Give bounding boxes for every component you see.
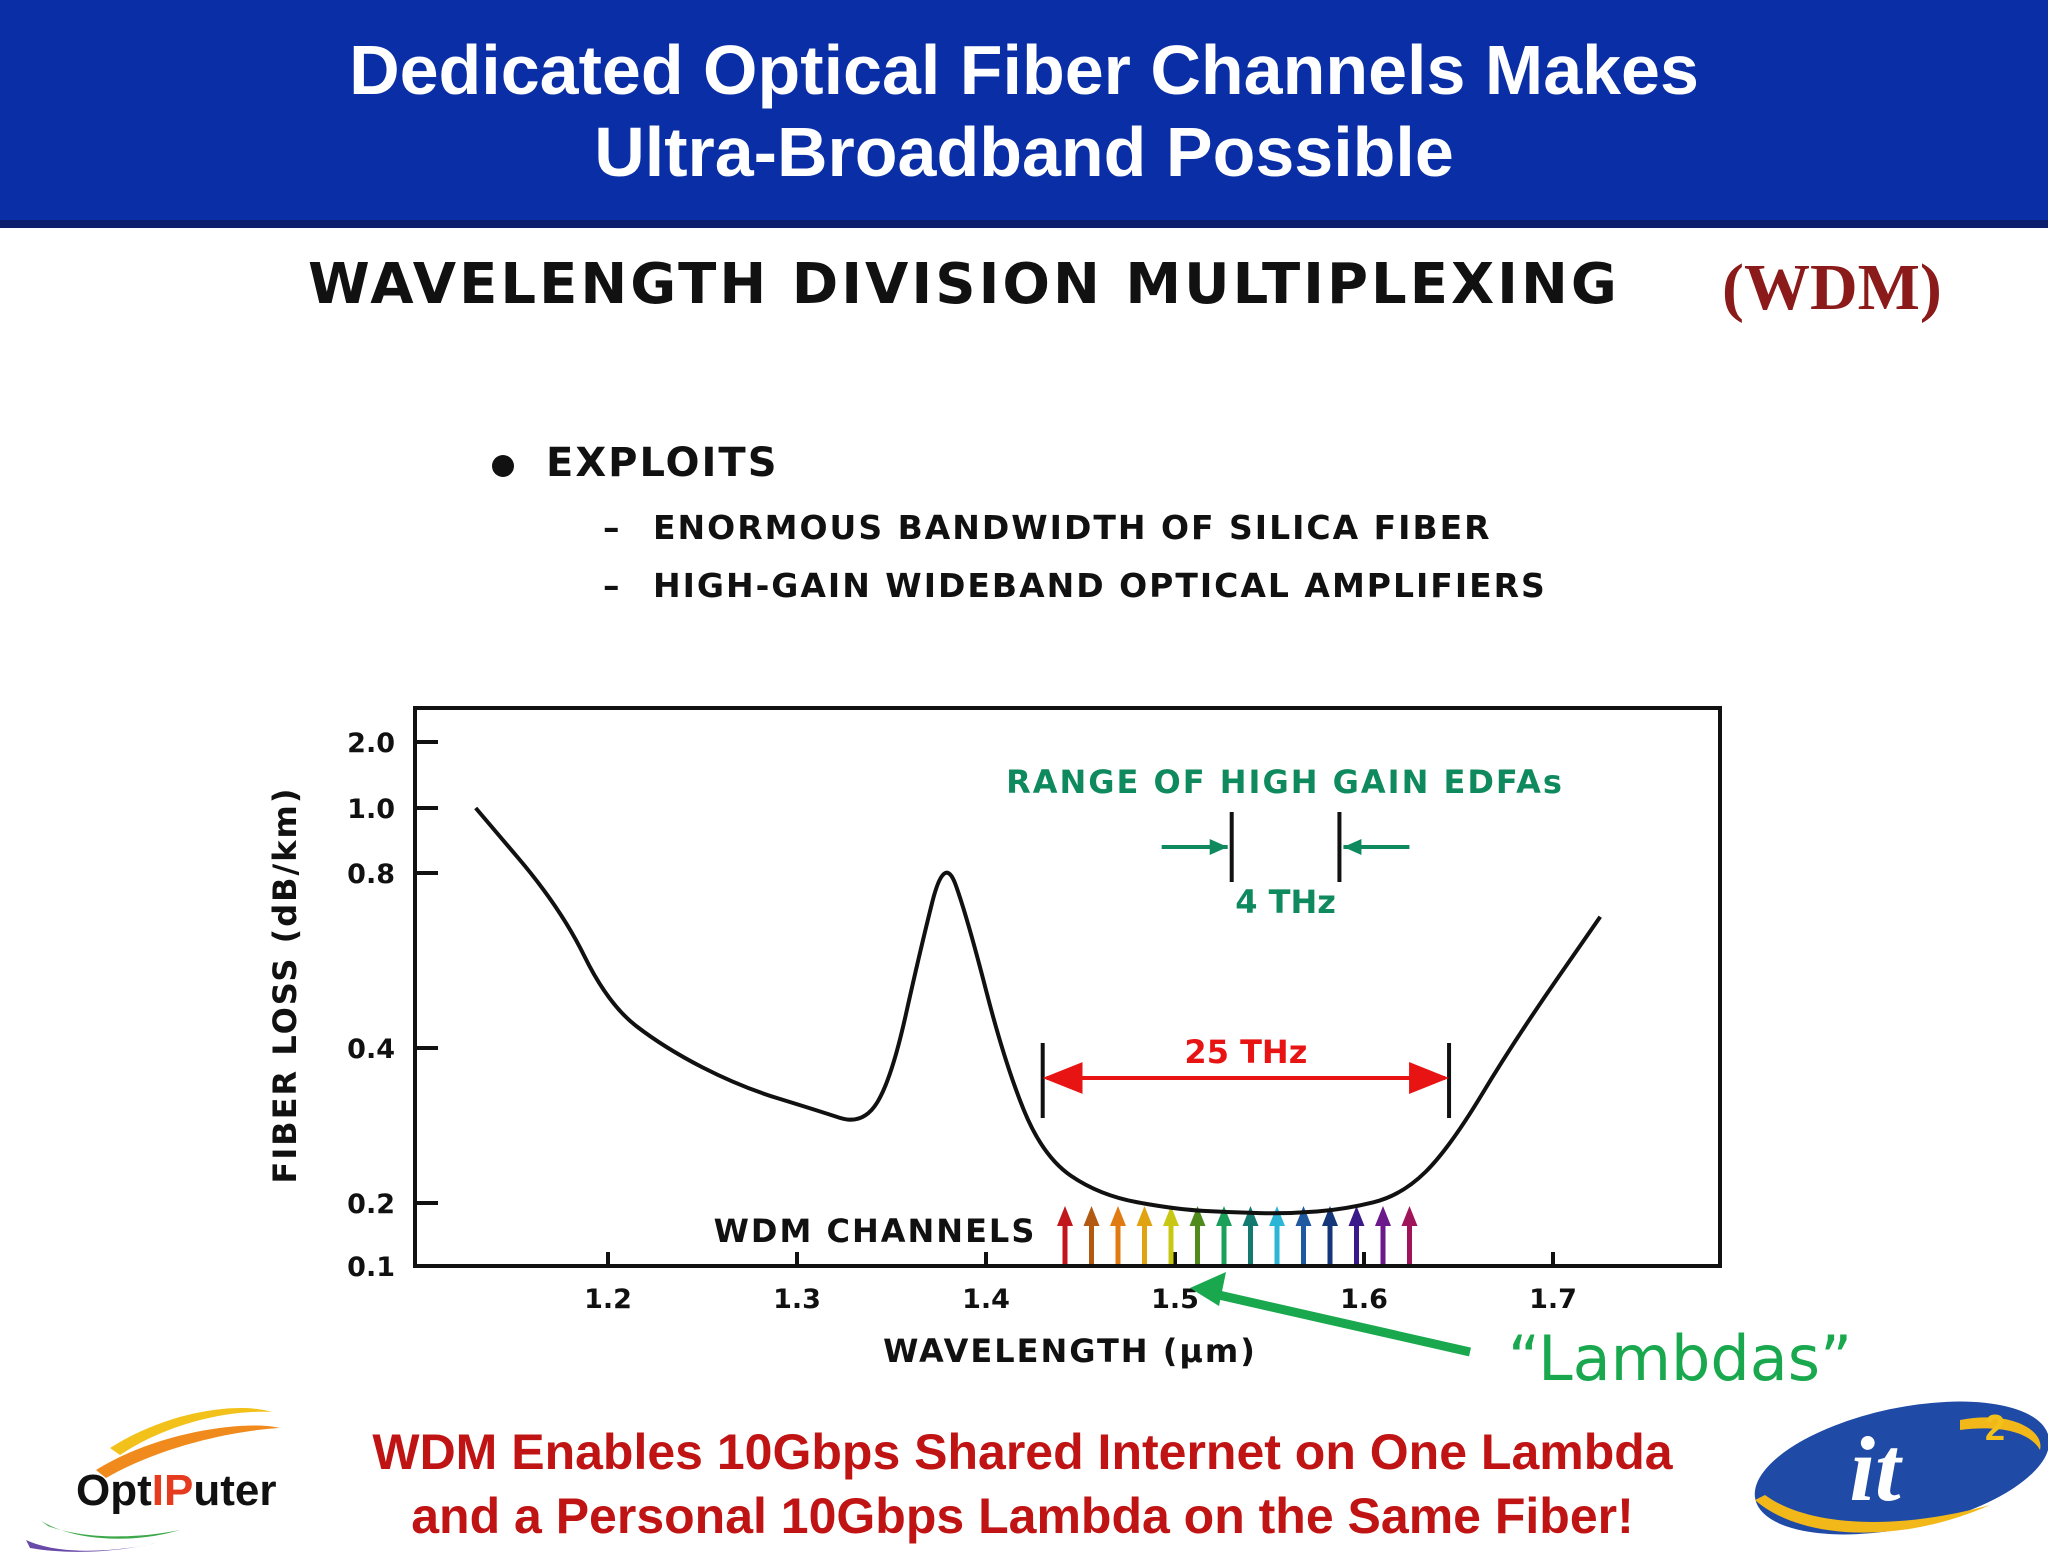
optiputer-logo-part-1: Opt [76,1466,152,1515]
wdm-channel-arrow [1163,1206,1179,1264]
optiputer-logo-part-2: IP [151,1466,194,1515]
wdm-channel-arrow [1110,1206,1126,1264]
title-banner [0,0,2048,220]
footer-line-2: and a Personal 10Gbps Lambda on the Same… [411,1488,1634,1544]
y-tick-label: 0.1 [347,1252,395,1283]
y-tick-label: 0.8 [347,859,395,890]
y-tick-label: 1.0 [347,794,395,825]
slide-title-line-2: Ultra-Broadband Possible [594,113,1454,191]
edfa-width-label: 4 THz [1235,883,1336,921]
wdm-channel-arrow [1242,1206,1259,1264]
y-axis-title: FIBER LOSS (dB/km) [266,787,304,1184]
x-tick-label: 1.7 [1529,1284,1577,1315]
footer-line-1: WDM Enables 10Gbps Shared Internet on On… [372,1424,1673,1480]
x-tick-label: 1.6 [1340,1284,1388,1315]
wdm-channel-arrow [1083,1206,1100,1264]
bullet-dot [492,455,514,477]
exploit-item-1-text: ENORMOUS BANDWIDTH OF SILICA FIBER [653,508,1492,547]
wdm-channel-arrow [1375,1206,1391,1264]
edfa-left-arrowhead [1209,839,1228,855]
wdm-abbreviation: (WDM) [1722,251,1942,324]
exploit-item-1: – ENORMOUS BANDWIDTH OF SILICA FIBER [603,508,1492,547]
y-tick-label: 2.0 [347,728,395,759]
wdm-channel-arrow [1401,1206,1418,1264]
band-width-label: 25 THz [1184,1033,1307,1071]
wdm-channel-arrow [1322,1206,1338,1264]
slide-title-line-1: Dedicated Optical Fiber Channels Makes [349,31,1699,109]
lambdas-pointer-arrowhead [1190,1272,1226,1306]
x-tick-label: 1.5 [1151,1284,1199,1315]
exploits-label: EXPLOITS [546,440,779,486]
wdm-channel-arrow [1057,1206,1073,1264]
x-tick-label: 1.4 [962,1284,1010,1315]
optiputer-logo-part-3: uter [193,1466,277,1515]
wdm-channel-arrow [1136,1206,1153,1264]
title-banner-shadow [0,220,2048,228]
edfa-right-arrowhead [1343,839,1362,855]
edfa-range-label: RANGE OF HIGH GAIN EDFAs [1006,763,1564,801]
plot-frame [413,706,1722,1268]
optiputer-logo-text: OptIPuter [76,1466,276,1516]
wdm-heading: WAVELENGTH DIVISION MULTIPLEXING [308,252,1620,317]
x-tick-label: 1.3 [773,1284,821,1315]
y-tick-label: 0.4 [347,1034,395,1065]
wdm-channels-label: WDM CHANNELS [714,1212,1037,1250]
x-axis-title: WAVELENGTH (μm) [883,1332,1257,1370]
lambdas-label: “Lambdas” [1508,1322,1852,1395]
wdm-channel-arrow [1189,1206,1206,1264]
wdm-channel-arrow [1269,1206,1285,1264]
wdm-channel-arrow [1216,1206,1232,1264]
wdm-channel-arrow [1295,1206,1312,1264]
x-tick-label: 1.2 [584,1284,632,1315]
exploit-item-2: – HIGH-GAIN WIDEBAND OPTICAL AMPLIFIERS [603,566,1547,605]
fiber-loss-curve [474,806,1602,1216]
y-tick-label: 0.2 [347,1189,395,1220]
exploit-item-2-text: HIGH-GAIN WIDEBAND OPTICAL AMPLIFIERS [653,566,1547,605]
wdm-channel-arrow [1348,1206,1365,1264]
lambdas-pointer-line [1209,1288,1471,1357]
